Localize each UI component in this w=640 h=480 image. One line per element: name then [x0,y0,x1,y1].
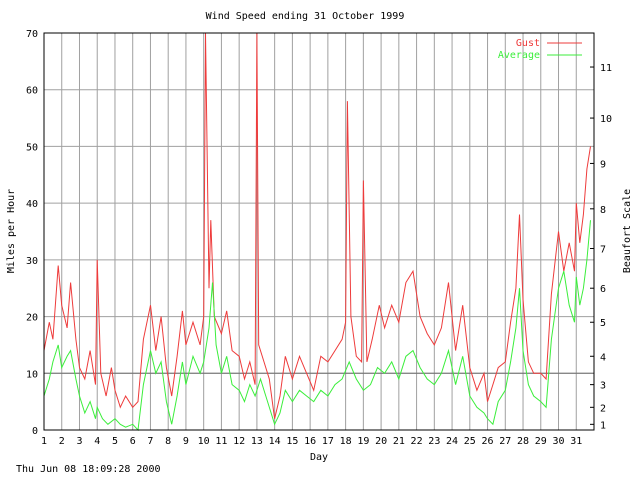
beaufort-axis-label: Beaufort Scale [622,189,633,273]
grid-lines [43,33,594,430]
series-layer [43,32,591,432]
x-tick-label: 13 [251,436,263,447]
beaufort-tick-label: 8 [600,205,606,216]
x-tick-label: 11 [215,436,227,447]
x-tick-label: 16 [304,436,316,447]
beaufort-tick-label: 1 [600,420,606,431]
x-tick-label: 30 [552,436,564,447]
x-tick-label: 25 [464,436,476,447]
x-tick-label: 10 [198,436,210,447]
x-tick-label: 27 [499,436,511,447]
beaufort-tick-label: 11 [600,63,612,74]
x-tick-label: 1 [41,436,47,447]
x-tick-label: 2 [59,436,65,447]
beaufort-tick-label: 4 [600,352,606,363]
series-line-average [43,220,591,432]
y-tick-label: 70 [26,29,38,40]
x-tick-label: 14 [269,436,281,447]
x-tick-label: 29 [535,436,547,447]
x-tick-label: 7 [147,436,153,447]
footer-timestamp: Thu Jun 08 18:09:28 2000 [16,464,161,475]
x-tick-label: 22 [411,436,423,447]
y-tick-label: 10 [26,369,38,380]
beaufort-tick-label: 3 [600,381,606,392]
x-tick-label: 5 [112,436,118,447]
legend-label-gust: Gust [516,38,540,49]
x-tick-label: 23 [428,436,440,447]
beaufort-tick-label: 2 [600,403,606,414]
x-tick-label: 31 [570,436,582,447]
x-tick-label: 4 [94,436,100,447]
x-tick-label: 3 [76,436,82,447]
y-tick-label: 20 [26,313,38,324]
x-axis-ticks: 1 2 3 4 5 6 7 8 9 10 11 12 13 14 15 16 17 18 19 20 21 22 23 24 2… [41,436,582,447]
x-tick-label: 12 [233,436,245,447]
x-tick-label: 21 [393,436,405,447]
y-tick-label: 30 [26,256,38,267]
x-tick-label: 15 [286,436,298,447]
legend-label-average: Average [498,50,540,61]
y-axis-ticks: 0 10 20 30 40 50 60 70 [26,29,38,437]
y-tick-label: 40 [26,199,38,210]
x-axis-label: Day [310,452,328,463]
y-tick-label: 60 [26,86,38,97]
x-tick-label: 9 [183,436,189,447]
x-tick-label: 26 [482,436,494,447]
beaufort-tick-label: 10 [600,114,612,125]
series-line-gust [43,32,591,419]
beaufort-tick-label: 9 [600,159,606,170]
beaufort-tick-label: 5 [600,318,606,329]
beaufort-tick-label: 6 [600,284,606,295]
x-tick-label: 20 [375,436,387,447]
x-tick-label: 6 [130,436,136,447]
x-tick-label: 19 [357,436,369,447]
x-tick-label: 28 [517,436,529,447]
y-axis-label: Miles per Hour [6,189,17,273]
x-tick-label: 24 [446,436,458,447]
y-tick-label: 50 [26,142,38,153]
x-tick-label: 18 [340,436,352,447]
x-tick-label: 17 [322,436,334,447]
beaufort-tick-label: 7 [600,245,606,256]
x-tick-label: 8 [165,436,171,447]
y-tick-label: 0 [32,426,38,437]
chart-title: Wind Speed ending 31 October 1999 [206,11,405,22]
beaufort-axis-ticks: 1 2 3 4 5 6 7 8 9 10 11 [590,63,612,431]
plot-frame [43,32,595,431]
